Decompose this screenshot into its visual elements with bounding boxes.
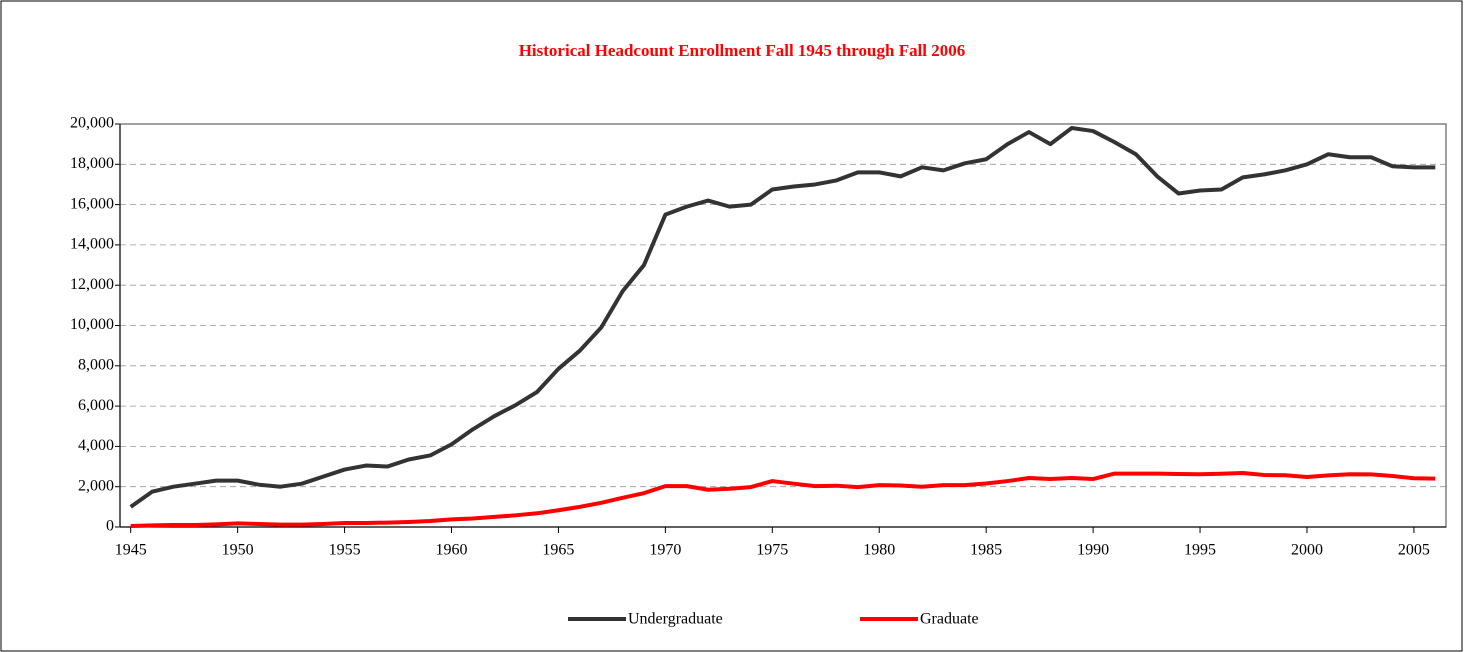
series-line [130, 471, 1436, 528]
y-tick-label: 20,000 [70, 115, 114, 132]
chart-title: Historical Headcount Enrollment Fall 194… [519, 41, 966, 60]
x-tick-label: 1955 [329, 542, 361, 559]
x-tick-label: 1975 [756, 542, 788, 559]
y-tick-label: 14,000 [70, 236, 114, 253]
x-tick-label: 1970 [649, 542, 681, 559]
y-tick-label: 6,000 [78, 397, 114, 414]
y-tick-label: 18,000 [70, 155, 114, 172]
x-tick-label: 1990 [1077, 542, 1109, 559]
x-tick-label: 1960 [436, 542, 468, 559]
y-tick-label: 10,000 [70, 316, 114, 333]
y-tick-label: 2,000 [78, 477, 114, 494]
x-tick-label: 1945 [115, 542, 147, 559]
x-tick-label: 1995 [1184, 542, 1216, 559]
x-tick-label: 1965 [542, 542, 574, 559]
y-tick-label: 8,000 [78, 356, 114, 373]
legend-label: Graduate [920, 611, 979, 628]
x-tick-label: 2005 [1398, 542, 1430, 559]
y-tick-label: 16,000 [70, 195, 114, 212]
y-tick-label: 0 [106, 518, 114, 535]
x-tick-label: 1950 [222, 542, 254, 559]
y-tick-label: 4,000 [78, 437, 114, 454]
series-line [129, 126, 1436, 509]
y-tick-label: 12,000 [70, 276, 114, 293]
x-tick-label: 1985 [970, 542, 1002, 559]
x-tick-label: 1980 [863, 542, 895, 559]
legend-label: Undergraduate [628, 611, 723, 628]
x-tick-label: 2000 [1291, 542, 1323, 559]
